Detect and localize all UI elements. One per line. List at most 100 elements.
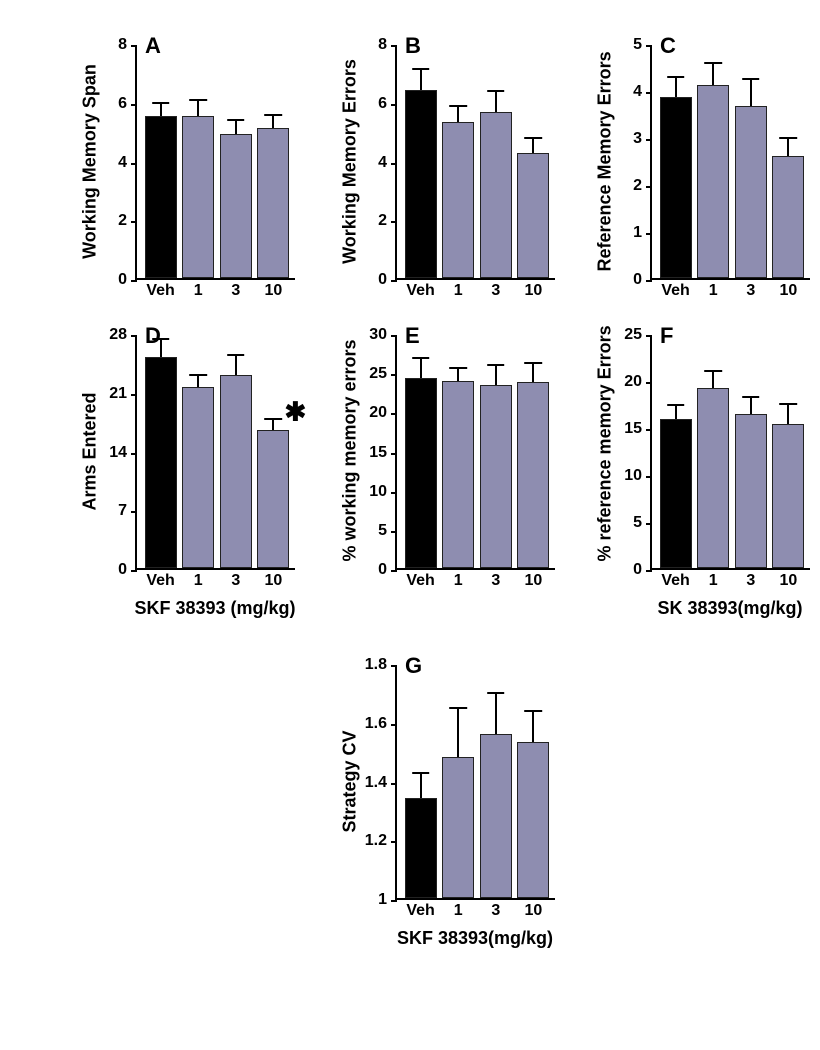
ytick-label: 0	[118, 561, 137, 579]
chart-area: 07142128Veh1310✱	[135, 335, 295, 570]
ytick-label: 6	[118, 95, 137, 113]
bar	[442, 122, 474, 278]
bar	[517, 742, 549, 898]
ylabel: % working memory errors	[340, 341, 361, 561]
sig-marker: ✱	[284, 396, 306, 427]
xlabel: SKF 38393 (mg/kg)	[134, 598, 295, 619]
xtick-label: Veh	[661, 278, 689, 300]
ytick-label: 1.6	[365, 715, 397, 733]
ytick-label: 1	[633, 224, 652, 242]
xtick-label: 1	[194, 568, 203, 590]
xlabel: SKF 38393(mg/kg)	[397, 928, 553, 949]
xtick-label: 10	[524, 568, 542, 590]
ytick-label: 5	[633, 514, 652, 532]
ytick-label: 10	[624, 467, 652, 485]
ytick-label: 4	[378, 154, 397, 172]
xtick-label: 1	[454, 898, 463, 920]
ylabel: Reference Memory Errors	[595, 51, 616, 271]
bar	[220, 375, 252, 568]
bar	[257, 128, 289, 278]
bar	[442, 757, 474, 898]
panel-g: G11.21.41.61.8Veh1310Strategy CVSKF 3839…	[340, 650, 575, 960]
xtick-label: 3	[231, 278, 240, 300]
panel-f: F0510152025Veh1310% reference memory Err…	[595, 320, 820, 630]
xtick-label: Veh	[661, 568, 689, 590]
chart-area: 02468Veh1310	[135, 45, 295, 280]
chart-area: 012345Veh1310	[650, 45, 810, 280]
bar	[735, 106, 767, 278]
xtick-label: 3	[491, 568, 500, 590]
ytick-label: 6	[378, 95, 397, 113]
xtick-label: 10	[779, 568, 797, 590]
bar	[772, 424, 804, 568]
xtick-label: 3	[231, 568, 240, 590]
chart-area: 11.21.41.61.8Veh1310	[395, 665, 555, 900]
xtick-label: 1	[454, 278, 463, 300]
ytick-label: 2	[118, 212, 137, 230]
xtick-label: Veh	[406, 568, 434, 590]
ytick-label: 1.4	[365, 774, 397, 792]
ytick-label: 1.8	[365, 656, 397, 674]
panel-d: D07142128Veh1310✱Arms EnteredSKF 38393 (…	[80, 320, 315, 630]
ylabel: Working Memory Span	[80, 51, 101, 271]
xtick-label: Veh	[146, 278, 174, 300]
chart-area: 02468Veh1310	[395, 45, 555, 280]
ytick-label: 21	[109, 385, 137, 403]
xtick-label: 10	[524, 898, 542, 920]
bar	[442, 381, 474, 568]
bar	[405, 90, 437, 278]
ytick-label: 1	[378, 891, 397, 909]
bar	[517, 153, 549, 278]
bar	[405, 798, 437, 898]
xtick-label: 1	[454, 568, 463, 590]
ylabel: % reference memory Errors	[595, 341, 616, 561]
xtick-label: 1	[709, 568, 718, 590]
xtick-label: Veh	[146, 568, 174, 590]
ytick-label: 20	[369, 404, 397, 422]
panel-a: A02468Veh1310Working Memory Span	[80, 30, 315, 340]
xtick-label: 3	[491, 898, 500, 920]
xtick-label: 10	[779, 278, 797, 300]
ytick-label: 0	[378, 561, 397, 579]
ylabel: Strategy CV	[340, 671, 361, 891]
ytick-label: 4	[633, 83, 652, 101]
ytick-label: 8	[118, 36, 137, 54]
xtick-label: 10	[524, 278, 542, 300]
ytick-label: 7	[118, 502, 137, 520]
ytick-label: 5	[378, 522, 397, 540]
xtick-label: 1	[709, 278, 718, 300]
bar	[145, 357, 177, 569]
xtick-label: Veh	[406, 278, 434, 300]
ytick-label: 15	[624, 420, 652, 438]
xlabel: SK 38393(mg/kg)	[657, 598, 802, 619]
xtick-label: 10	[264, 278, 282, 300]
bar	[660, 419, 692, 568]
ytick-label: 2	[633, 177, 652, 195]
bar	[517, 382, 549, 568]
panel-c: C012345Veh1310Reference Memory Errors	[595, 30, 820, 340]
ytick-label: 14	[109, 444, 137, 462]
xtick-label: 3	[746, 278, 755, 300]
ytick-label: 28	[109, 326, 137, 344]
ytick-label: 8	[378, 36, 397, 54]
ytick-label: 3	[633, 130, 652, 148]
bar	[220, 134, 252, 278]
bar	[697, 388, 729, 568]
bar	[145, 116, 177, 278]
xtick-label: 3	[746, 568, 755, 590]
xtick-label: 1	[194, 278, 203, 300]
bar	[697, 85, 729, 278]
figure-root: A02468Veh1310Working Memory SpanB02468Ve…	[0, 0, 820, 1050]
bar	[182, 387, 214, 568]
ylabel: Arms Entered	[80, 341, 101, 561]
xtick-label: Veh	[406, 898, 434, 920]
ytick-label: 0	[378, 271, 397, 289]
ytick-label: 0	[633, 271, 652, 289]
bar	[480, 112, 512, 278]
bar	[735, 414, 767, 568]
bar	[182, 116, 214, 278]
ytick-label: 5	[633, 36, 652, 54]
bar	[257, 430, 289, 568]
ytick-label: 4	[118, 154, 137, 172]
panel-e: E051015202530Veh1310% working memory err…	[340, 320, 575, 630]
